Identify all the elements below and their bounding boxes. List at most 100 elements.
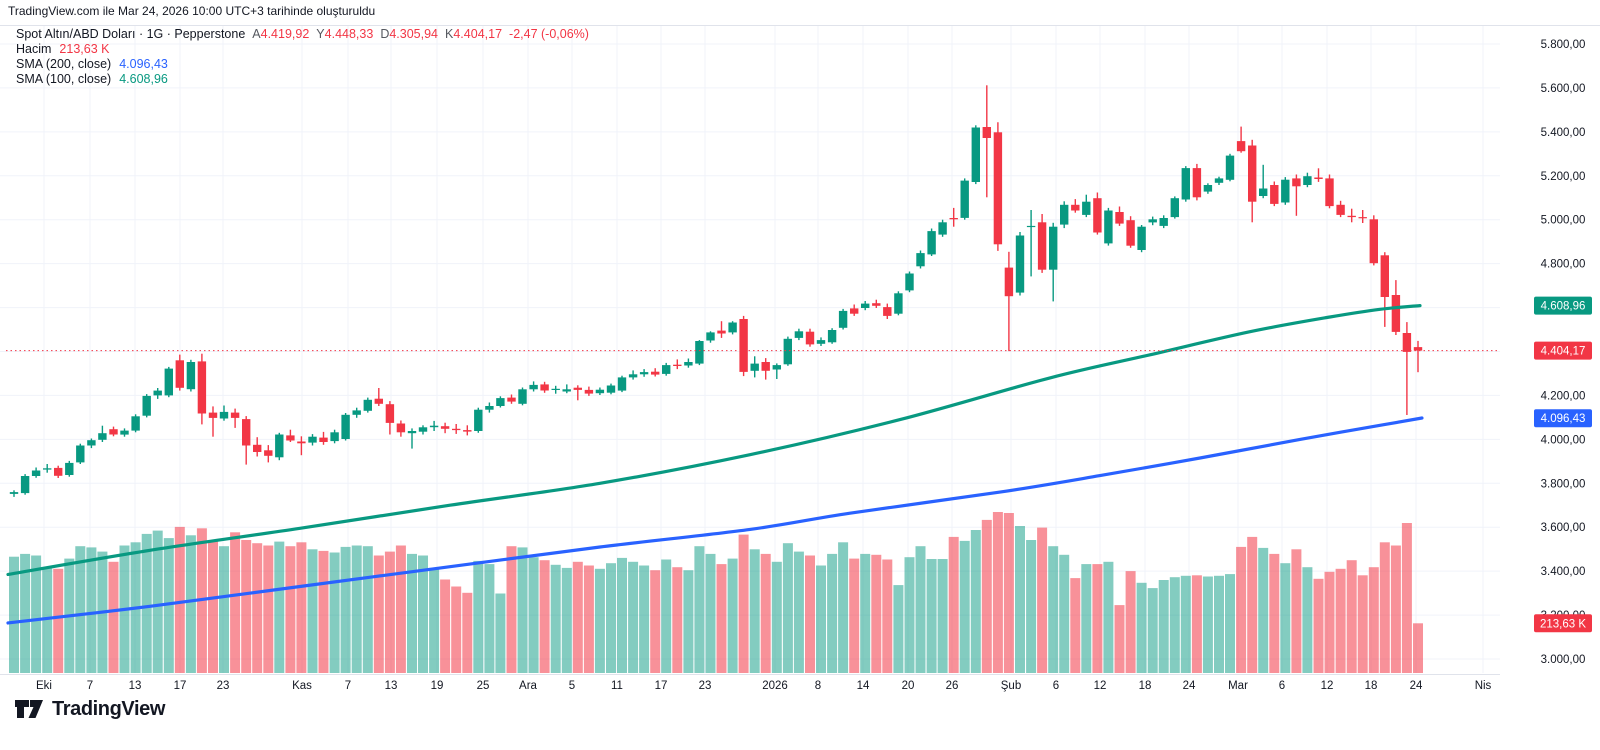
volume-bar[interactable] xyxy=(230,532,241,673)
volume-bar[interactable] xyxy=(1335,568,1346,673)
candle[interactable] xyxy=(1225,153,1235,182)
candle[interactable] xyxy=(783,336,792,366)
candlestick-series[interactable] xyxy=(9,85,1423,497)
candle[interactable] xyxy=(1347,208,1356,223)
candle[interactable] xyxy=(1093,192,1102,235)
volume-bar[interactable] xyxy=(882,559,893,674)
volume-bar[interactable] xyxy=(1103,561,1114,673)
volume-bar[interactable] xyxy=(606,563,616,673)
volume-bar[interactable] xyxy=(572,561,583,673)
candle[interactable] xyxy=(452,424,461,434)
candle[interactable] xyxy=(175,354,184,391)
volume-bar[interactable] xyxy=(1280,563,1291,673)
volume-bar[interactable] xyxy=(152,530,163,673)
candle[interactable] xyxy=(662,362,671,376)
candle[interactable] xyxy=(1413,340,1423,373)
volume-bar[interactable] xyxy=(871,554,882,673)
candle[interactable] xyxy=(1402,322,1412,415)
candle[interactable] xyxy=(374,388,383,406)
volume-bar[interactable] xyxy=(1346,560,1357,673)
candle[interactable] xyxy=(242,416,251,465)
candle[interactable] xyxy=(219,405,229,421)
candle[interactable] xyxy=(1181,166,1190,202)
volume-bar[interactable] xyxy=(926,559,937,673)
candle[interactable] xyxy=(463,425,472,436)
volume-bar[interactable] xyxy=(539,560,550,673)
volume-bar[interactable] xyxy=(1269,553,1280,673)
volume-bar[interactable] xyxy=(373,555,384,674)
volume-bar[interactable] xyxy=(1092,564,1103,673)
candle[interactable] xyxy=(651,368,660,377)
volume-bar[interactable] xyxy=(981,519,992,673)
candle[interactable] xyxy=(562,384,571,394)
candle[interactable] xyxy=(960,178,969,220)
candle[interactable] xyxy=(595,387,605,396)
time-scale[interactable]: Eki 7 13 17 23 Kas 7 13 19 25 Ara 5 11 17 23 2026 8 14 20 2… xyxy=(36,680,1492,692)
candle[interactable] xyxy=(794,328,804,341)
candle[interactable] xyxy=(297,436,306,456)
volume-bar[interactable] xyxy=(1324,571,1335,673)
volume-bar[interactable] xyxy=(506,546,517,673)
candle[interactable] xyxy=(949,207,958,227)
volume-bar[interactable] xyxy=(274,541,285,673)
candle[interactable] xyxy=(1159,215,1168,229)
volume-bar[interactable] xyxy=(351,545,362,674)
candle[interactable] xyxy=(1303,172,1312,188)
candle[interactable] xyxy=(275,432,284,461)
sma-100-line[interactable] xyxy=(6,304,1422,577)
candle[interactable] xyxy=(1336,200,1345,218)
legend-sma200-row[interactable]: SMA (200, close) 4.096,43 xyxy=(16,57,589,71)
volume-bar[interactable] xyxy=(1191,575,1202,673)
volume-bar[interactable] xyxy=(329,552,340,674)
candle[interactable] xyxy=(76,443,85,464)
candle[interactable] xyxy=(286,429,295,442)
candle[interactable] xyxy=(1214,176,1224,185)
volume-bar[interactable] xyxy=(31,555,42,674)
candle[interactable] xyxy=(916,250,925,269)
candle[interactable] xyxy=(396,420,406,437)
candle[interactable] xyxy=(573,385,582,401)
candle[interactable] xyxy=(816,337,826,346)
candle[interactable] xyxy=(197,353,207,425)
volume-bar[interactable] xyxy=(418,555,428,674)
candle[interactable] xyxy=(982,85,991,198)
candle[interactable] xyxy=(20,474,30,495)
volume-bar[interactable] xyxy=(484,564,495,673)
volume-bar[interactable] xyxy=(705,553,716,673)
volume-bar[interactable] xyxy=(1059,554,1070,673)
volume-bar[interactable] xyxy=(517,547,528,673)
candle[interactable] xyxy=(883,303,892,319)
volume-bar[interactable] xyxy=(163,538,174,673)
volume-bar[interactable] xyxy=(1037,527,1048,673)
volume-bar[interactable] xyxy=(1125,571,1136,673)
candle[interactable] xyxy=(308,434,317,446)
volume-bar[interactable] xyxy=(937,559,948,673)
volume-bar[interactable] xyxy=(816,565,826,674)
sma-200-line[interactable] xyxy=(6,416,1424,625)
volume-bar[interactable] xyxy=(1379,542,1390,673)
volume-bar[interactable] xyxy=(1114,605,1125,673)
legend-volume-row[interactable]: Hacim 213,63 K xyxy=(16,42,589,56)
volume-bar[interactable] xyxy=(42,567,53,673)
volume-bar[interactable] xyxy=(429,567,440,673)
volume-bar[interactable] xyxy=(639,565,650,674)
candle[interactable] xyxy=(872,299,881,308)
volume-bar[interactable] xyxy=(185,535,196,673)
candle[interactable] xyxy=(120,428,129,437)
candle[interactable] xyxy=(485,402,494,413)
candle[interactable] xyxy=(1192,163,1202,201)
candle[interactable] xyxy=(894,291,903,316)
candle[interactable] xyxy=(639,369,649,377)
candle[interactable] xyxy=(1060,201,1069,229)
volume-bar[interactable] xyxy=(672,567,683,673)
volume-bar[interactable] xyxy=(75,546,86,673)
volume-bar[interactable] xyxy=(1368,567,1379,673)
volume-bar[interactable] xyxy=(1313,578,1324,673)
candle[interactable] xyxy=(540,381,549,393)
volume-bar[interactable] xyxy=(1070,578,1081,673)
volume-bar[interactable] xyxy=(1214,575,1224,673)
candle[interactable] xyxy=(1325,174,1334,209)
volume-bar[interactable] xyxy=(174,526,185,673)
volume-bar[interactable] xyxy=(827,553,838,673)
candle[interactable] xyxy=(706,331,715,343)
